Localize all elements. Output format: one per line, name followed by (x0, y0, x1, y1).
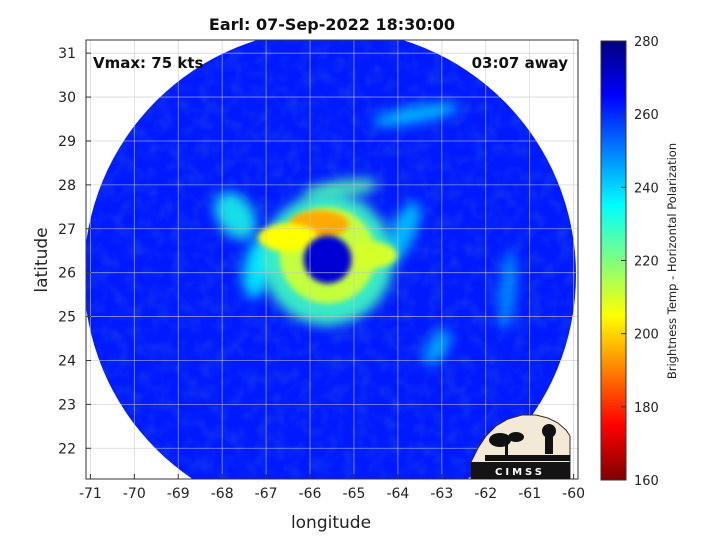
x-tick-label: -64 (386, 486, 409, 502)
y-axis-label: latitude (32, 227, 52, 292)
colorbar-ticks: 280 260 240 220 200 180 160 (621, 35, 659, 489)
satellite-dish-icon (489, 433, 511, 447)
colorbar-tick-label: 160 (634, 474, 659, 489)
colorbar-tick-label: 200 (634, 328, 659, 343)
logo-banner (471, 462, 570, 479)
band-northwest (214, 191, 257, 240)
colorbar-tick-label: 280 (634, 35, 659, 50)
y-tick-label: 30 (58, 90, 76, 106)
eyewall-east (337, 241, 398, 270)
x-tick-label: -66 (299, 486, 322, 502)
cimss-logo: CIMSS (470, 414, 571, 480)
colorbar-tick-label: 240 (634, 181, 659, 196)
band-far-east (499, 250, 517, 331)
colorbar-tick-label: 220 (634, 255, 659, 270)
x-tick-label: -65 (343, 486, 366, 502)
y-tick-label: 31 (58, 46, 76, 62)
y-tick-label: 26 (58, 266, 76, 282)
eyewall-northwest (258, 223, 319, 252)
time-away-label: 03:07 away (472, 54, 569, 72)
eyewall (258, 193, 398, 326)
logo-text: CIMSS (495, 467, 545, 478)
chart-title: Earl: 07-Sep-2022 18:30:00 (209, 15, 455, 34)
y-axis-ticks: 31 30 29 28 27 26 25 24 23 22 (58, 46, 91, 457)
x-tick-label: -71 (79, 486, 102, 502)
x-tick-label: -62 (474, 486, 497, 502)
x-tick-label: -60 (562, 486, 585, 502)
swath-image (86, 40, 576, 479)
y-tick-label: 25 (58, 310, 76, 326)
band-northeast (372, 103, 459, 126)
colorbar-tick-label: 180 (634, 401, 659, 416)
satellite-dish-icon (508, 432, 524, 442)
plot-frame (85, 39, 579, 480)
y-tick-label: 29 (58, 134, 76, 150)
band-southeast (424, 329, 451, 366)
y-tick-label: 23 (58, 397, 76, 413)
y-tick-label: 22 (58, 441, 76, 457)
storm-eye (303, 235, 352, 284)
x-axis-label: longitude (291, 513, 371, 533)
x-tick-label: -69 (167, 486, 190, 502)
x-tick-label: -68 (211, 486, 234, 502)
y-tick-label: 27 (58, 222, 76, 238)
colorbar-label: Brightness Temp - Horizontal Polarizatio… (665, 143, 679, 379)
y-tick-label: 24 (58, 353, 76, 369)
vmax-label: Vmax: 75 kts (93, 54, 203, 72)
plot-area (86, 40, 578, 479)
dish-post (505, 444, 508, 459)
water-tower-icon (542, 424, 556, 438)
x-axis-ticks: -71 -70 -69 -68 -67 -66 -65 -64 -63 -62 -61 -60 (79, 474, 585, 502)
x-tick-label: -67 (255, 486, 278, 502)
x-tick-label: -70 (123, 486, 146, 502)
x-tick-label: -63 (430, 486, 453, 502)
colorbar-tick-label: 260 (634, 108, 659, 123)
x-tick-label: -61 (518, 486, 541, 502)
y-tick-label: 28 (58, 178, 76, 194)
logo-ground (485, 455, 570, 461)
water-tower-legs (545, 437, 553, 454)
